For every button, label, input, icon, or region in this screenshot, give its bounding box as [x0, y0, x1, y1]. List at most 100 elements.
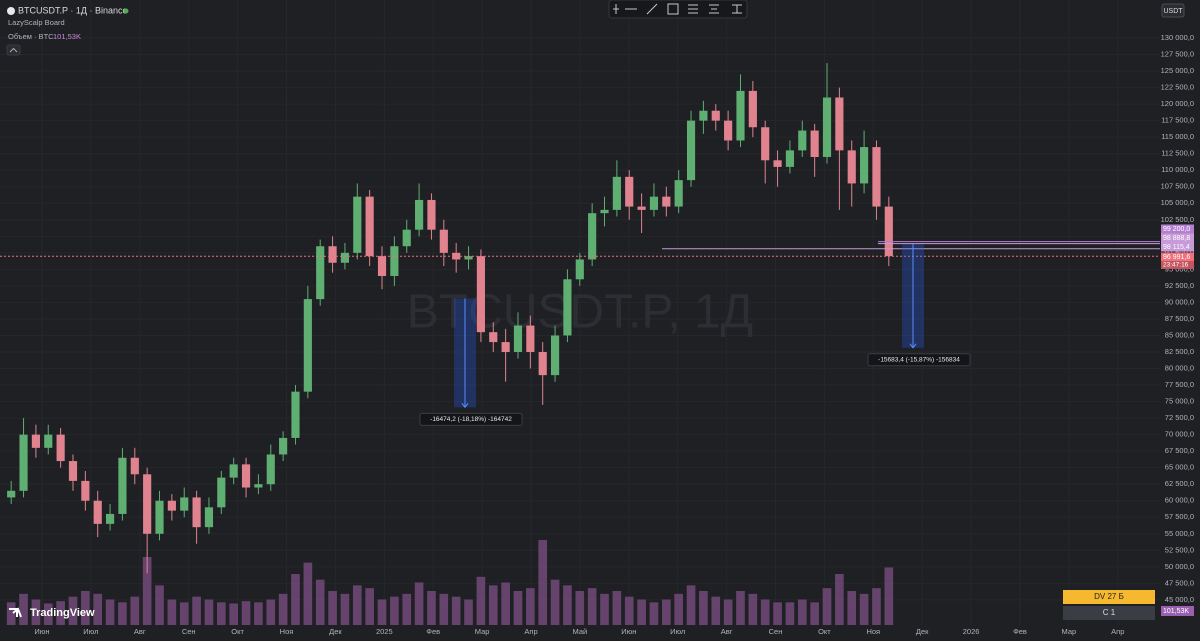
x-tick-label: Мар [1062, 627, 1077, 636]
board-label: C 1 [1103, 608, 1116, 617]
price-tag [1161, 224, 1194, 234]
x-tick-label: Июл [83, 627, 98, 636]
candle-body [674, 180, 683, 207]
candle-body [427, 199, 436, 230]
y-tick-label: 120 000,0 [1161, 99, 1194, 108]
volume-bar [847, 591, 857, 625]
candle-body [180, 497, 189, 511]
y-tick-label: 115 000,0 [1161, 132, 1194, 141]
candle-body [340, 252, 350, 263]
symbol-title[interactable]: BTCUSDT.P · 1Д · Binance [18, 5, 127, 15]
volume-bar [797, 599, 807, 625]
volume-bar [624, 596, 634, 625]
status-dot [123, 8, 129, 14]
candle-body [464, 256, 473, 260]
volume-bar [6, 602, 16, 625]
volume-bar [167, 599, 177, 625]
candle-body [798, 130, 807, 151]
candle-body [316, 246, 325, 300]
y-tick-label: 112 500,0 [1161, 149, 1194, 158]
volume-bar [155, 585, 164, 625]
y-tick-label: 80 000,0 [1165, 364, 1194, 373]
candle-body [686, 120, 696, 181]
y-tick-label: 45 000,0 [1165, 595, 1194, 604]
volume-legend[interactable]: Объем · BTC [8, 32, 54, 41]
candle-body [303, 299, 312, 392]
volume-bar [229, 603, 239, 625]
price-tag [1161, 233, 1194, 243]
y-tick-label: 97 500,0 [1165, 248, 1194, 257]
y-tick-label: 107 500,0 [1161, 182, 1194, 191]
tool-trend[interactable] [646, 3, 658, 15]
candle-body [489, 332, 498, 343]
volume-bar [352, 585, 362, 625]
volume-bar [674, 593, 684, 625]
candle-body [872, 147, 881, 207]
volume-bar [303, 562, 313, 625]
price-tag [1161, 252, 1194, 262]
volume-bar [661, 599, 671, 625]
price-tag-label: 98 888,8 [1163, 235, 1190, 242]
volume-bar [427, 591, 436, 625]
candle-body [785, 150, 795, 167]
volume-bar [31, 599, 41, 625]
x-tick-label: Авг [134, 627, 146, 636]
symbol-icon [7, 7, 15, 15]
y-tick-label: 65 000,0 [1165, 463, 1194, 472]
candle-body [229, 464, 238, 478]
x-tick-label: Сен [769, 627, 783, 636]
candle-body [402, 229, 411, 247]
candle-body [353, 196, 362, 253]
tool-rect[interactable] [667, 3, 679, 15]
candle-body [44, 434, 53, 448]
volume-bar [760, 599, 770, 625]
boards: DV 27 Б C 1 [1063, 590, 1155, 620]
x-tick-label: Дек [916, 627, 929, 636]
indicator[interactable]: LazyScalp Board [8, 18, 65, 27]
volume-bar [439, 593, 449, 625]
x-tick-label: Апр [524, 627, 537, 636]
volume-bar [93, 593, 103, 625]
candle-body [31, 434, 40, 448]
volume-bar [773, 602, 782, 625]
y-tick-label: 47 500,0 [1165, 578, 1194, 587]
volume-bar [476, 576, 486, 625]
candle-body [835, 97, 844, 151]
candle-body [19, 434, 28, 491]
y-tick-label: 60 000,0 [1165, 496, 1194, 505]
candle-body [328, 246, 337, 263]
brand: TradingView [30, 607, 95, 619]
candle-body [241, 464, 251, 488]
volume-bar [835, 574, 844, 625]
volume-bar [488, 585, 498, 625]
candle-body [711, 110, 720, 121]
tool-fib[interactable] [688, 4, 698, 14]
tool-drag[interactable] [613, 4, 619, 14]
volume-bar [723, 599, 733, 625]
volume-bar [130, 596, 140, 625]
tool-measure[interactable] [732, 4, 742, 14]
price-tags: 99 200,0 98 888,8 98 115,4 96 991,623:47:16… [1161, 224, 1194, 616]
volume-bar [105, 599, 115, 625]
volume-bar [315, 579, 325, 625]
volume-bar [81, 591, 90, 625]
y-tick-label: 130 000,0 [1161, 33, 1194, 42]
y-tick-label: 72 500,0 [1165, 413, 1194, 422]
y-tick-label: 110 000,0 [1161, 165, 1194, 174]
volume-bar [538, 540, 548, 625]
volume-bar [278, 593, 288, 625]
volume-bar [600, 593, 609, 625]
x-tick-label: Авг [721, 627, 733, 636]
volume-bar [748, 593, 758, 625]
volume-bar [291, 574, 300, 625]
price-tag [1161, 242, 1194, 252]
x-tick-label: Апр [1111, 627, 1124, 636]
y-tick-label: 50 000,0 [1165, 562, 1194, 571]
price-axis-labels: 130 000,0 127 500,0 125 000,0 122 500,0 120 … [1161, 33, 1194, 604]
timer-tag [1161, 261, 1194, 269]
measure-arrowhead [909, 343, 917, 349]
collapse-button[interactable] [6, 44, 21, 56]
candle-body [526, 325, 535, 352]
tool-range[interactable] [709, 4, 719, 14]
currency-box[interactable] [1161, 3, 1185, 18]
